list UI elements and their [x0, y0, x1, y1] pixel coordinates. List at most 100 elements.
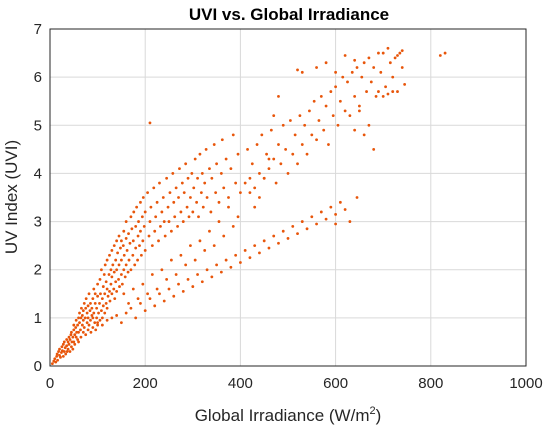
- data-point: [179, 210, 183, 214]
- data-point: [281, 229, 285, 233]
- data-point: [267, 157, 271, 161]
- data-point: [300, 220, 304, 223]
- data-point: [81, 318, 85, 322]
- data-point: [96, 294, 99, 298]
- x-tick-label: 200: [133, 375, 158, 392]
- data-point: [250, 162, 254, 166]
- data-point: [377, 90, 380, 93]
- data-point: [398, 51, 402, 55]
- data-point: [126, 270, 130, 274]
- data-point: [353, 128, 357, 132]
- data-point: [239, 191, 242, 195]
- data-point: [200, 280, 204, 284]
- data-point: [291, 152, 295, 156]
- data-point: [227, 196, 230, 199]
- data-point: [219, 270, 223, 274]
- data-point: [114, 258, 118, 262]
- data-point: [100, 309, 103, 313]
- data-point: [191, 285, 195, 288]
- data-point: [189, 196, 192, 199]
- data-point: [131, 239, 135, 243]
- data-point: [61, 354, 65, 358]
- data-point: [381, 95, 385, 98]
- data-point: [54, 360, 58, 364]
- data-point: [396, 90, 399, 93]
- data-point: [348, 114, 352, 118]
- data-point: [124, 311, 128, 315]
- data-point: [147, 234, 151, 238]
- data-point: [150, 273, 154, 276]
- data-point: [125, 249, 129, 252]
- data-point: [192, 186, 196, 190]
- data-point: [185, 205, 189, 209]
- data-point: [350, 70, 354, 74]
- data-point: [120, 282, 124, 286]
- data-point: [129, 215, 133, 219]
- data-point: [83, 316, 87, 320]
- data-point: [177, 196, 180, 199]
- data-point: [93, 292, 97, 296]
- data-point: [77, 316, 80, 320]
- data-point: [403, 82, 407, 86]
- data-point: [334, 85, 337, 89]
- data-point: [248, 191, 252, 195]
- data-point: [78, 311, 81, 315]
- data-point: [102, 273, 106, 276]
- data-point: [279, 162, 283, 166]
- data-point: [141, 282, 145, 286]
- y-tick-label: 3: [34, 214, 42, 231]
- data-point: [162, 220, 166, 223]
- data-point: [214, 191, 218, 195]
- data-point: [296, 232, 299, 236]
- data-point: [141, 239, 145, 243]
- data-point: [131, 253, 135, 257]
- data-point: [197, 215, 200, 219]
- data-point: [105, 258, 109, 262]
- data-point: [319, 210, 323, 214]
- data-point: [124, 263, 128, 267]
- data-point: [112, 270, 116, 274]
- data-point: [343, 109, 347, 113]
- data-point: [113, 297, 117, 300]
- data-point: [362, 61, 366, 65]
- data-point: [327, 143, 330, 146]
- data-point: [77, 330, 80, 334]
- data-point: [124, 237, 128, 240]
- data-point: [139, 302, 142, 305]
- data-point: [315, 222, 318, 226]
- data-point: [386, 92, 390, 96]
- data-point: [338, 99, 342, 103]
- data-point: [324, 104, 328, 108]
- data-point: [120, 239, 123, 243]
- data-point: [97, 311, 100, 315]
- data-point: [358, 104, 361, 108]
- data-point: [93, 321, 97, 325]
- data-point: [155, 287, 159, 291]
- data-point: [119, 246, 122, 250]
- data-point: [94, 328, 98, 332]
- data-point: [136, 234, 140, 238]
- data-point: [296, 68, 299, 72]
- data-point: [277, 143, 280, 146]
- data-point: [95, 316, 99, 320]
- x-tick-label: 600: [323, 375, 348, 392]
- data-point: [84, 297, 88, 300]
- data-point: [305, 152, 309, 156]
- data-point: [186, 176, 190, 180]
- data-point: [72, 328, 76, 332]
- data-point: [384, 85, 387, 89]
- data-point: [205, 196, 209, 199]
- data-point: [139, 229, 142, 233]
- data-point: [108, 253, 111, 257]
- data-point: [82, 326, 86, 329]
- data-point: [109, 282, 113, 286]
- data-point: [224, 157, 228, 161]
- data-point: [55, 352, 59, 356]
- data-point: [212, 143, 216, 146]
- data-point: [248, 256, 252, 260]
- data-point: [56, 358, 60, 362]
- data-point: [62, 340, 66, 344]
- data-point: [374, 95, 378, 98]
- data-point: [393, 56, 397, 60]
- data-point: [60, 345, 64, 349]
